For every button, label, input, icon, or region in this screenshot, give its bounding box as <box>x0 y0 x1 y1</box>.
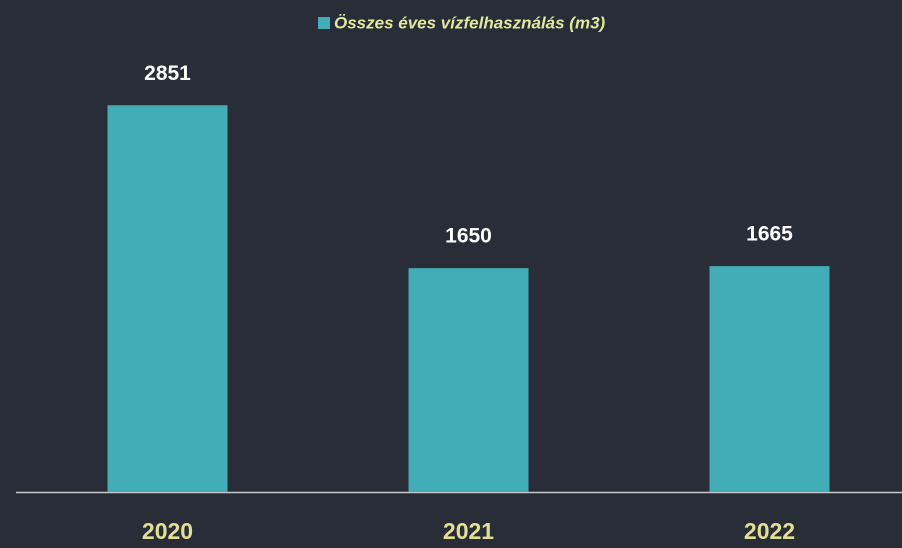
legend-label: Összes éves vízfelhasználás (m3) <box>334 13 606 32</box>
bar <box>408 268 529 492</box>
bar <box>709 266 830 492</box>
x-tick-label: 2020 <box>142 518 193 544</box>
bar <box>107 105 228 493</box>
legend-swatch <box>318 17 330 29</box>
value-label: 1650 <box>445 225 492 248</box>
value-label: 2851 <box>144 62 191 85</box>
value-label: 1665 <box>746 223 793 246</box>
x-tick-label: 2022 <box>744 518 795 544</box>
x-tick-label: 2021 <box>443 518 494 544</box>
